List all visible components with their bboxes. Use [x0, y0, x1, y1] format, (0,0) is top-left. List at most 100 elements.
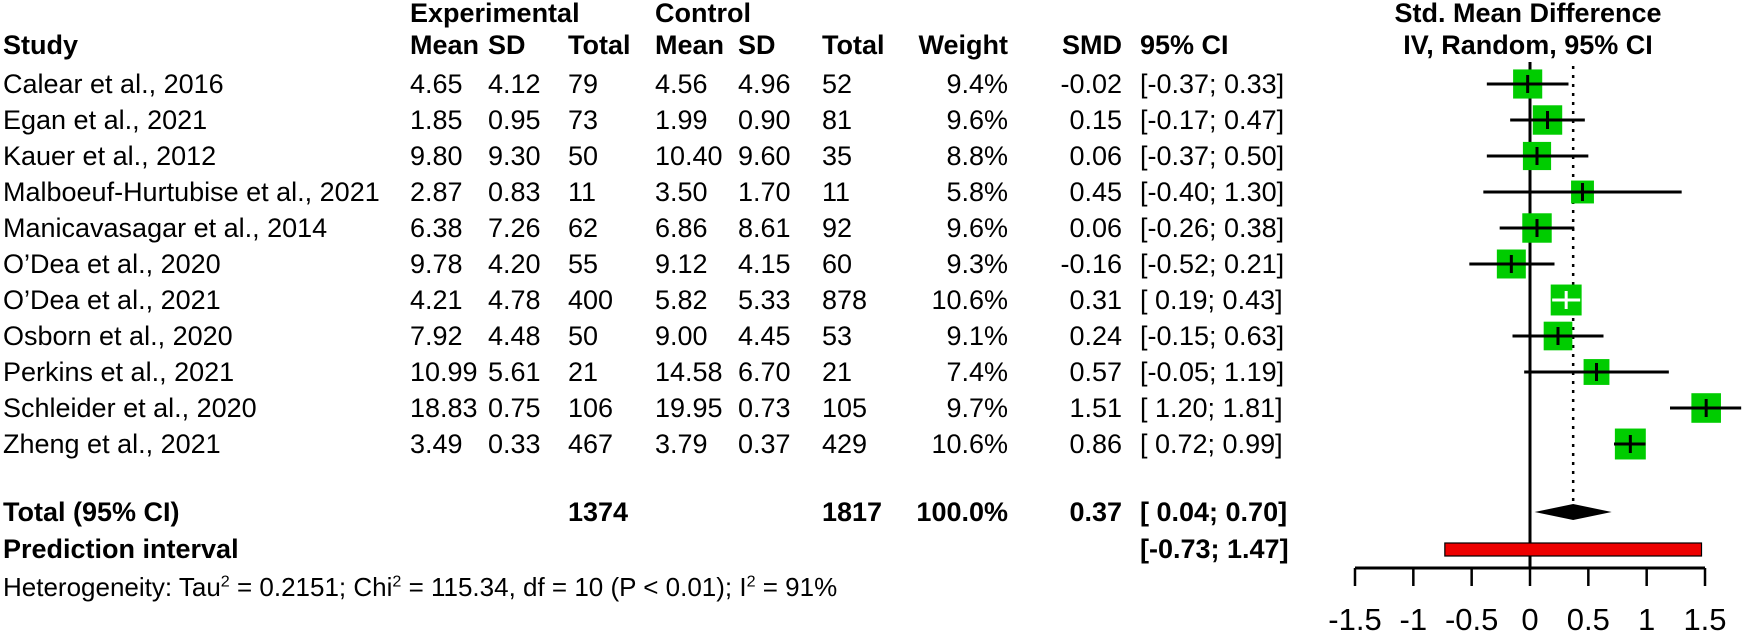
ci: [-0.40; 1.30] — [1140, 177, 1285, 207]
heterogeneity-text: Heterogeneity: Tau — [3, 572, 221, 602]
experimental-group-header: Experimental — [410, 0, 580, 28]
exp-sd-header: SD — [488, 30, 526, 60]
ctrl-mean: 1.99 — [655, 105, 708, 135]
smd: 0.06 — [1069, 213, 1122, 243]
exp-total-header: Total — [568, 30, 631, 60]
ctrl-sd: 0.37 — [738, 429, 791, 459]
ci: [-0.15; 0.63] — [1140, 321, 1285, 351]
ci: [-0.37; 0.50] — [1140, 141, 1285, 171]
ctrl-total: 21 — [822, 357, 853, 387]
total-ctrl-n: 1817 — [822, 497, 883, 527]
exp-total: 73 — [568, 105, 599, 135]
weight: 8.8% — [946, 141, 1008, 171]
exp-mean: 18.83 — [410, 393, 478, 423]
ctrl-sd: 5.33 — [738, 285, 791, 315]
exp-total: 106 — [568, 393, 614, 423]
exp-mean: 4.65 — [410, 69, 463, 99]
control-group-header: Control — [655, 0, 751, 28]
ctrl-mean: 6.86 — [655, 213, 708, 243]
plot-title: Std. Mean Difference — [1394, 0, 1662, 28]
exp-total: 21 — [568, 357, 599, 387]
study-name: O’Dea et al., 2020 — [3, 249, 221, 279]
exp-sd: 9.30 — [488, 141, 541, 171]
pooled-diamond — [1534, 504, 1612, 520]
x-axis-tick-label: -1 — [1400, 602, 1428, 637]
smd: 0.86 — [1069, 429, 1122, 459]
ctrl-mean: 10.40 — [655, 141, 723, 171]
total-weight: 100.0% — [916, 497, 1008, 527]
ci: [ 0.72; 0.99] — [1140, 429, 1283, 459]
weight: 9.3% — [946, 249, 1008, 279]
ctrl-mean: 3.79 — [655, 429, 708, 459]
x-axis-tick-label: 0 — [1521, 602, 1538, 637]
exp-sd: 0.83 — [488, 177, 541, 207]
weight: 9.7% — [946, 393, 1008, 423]
weight: 9.6% — [946, 105, 1008, 135]
ctrl-sd: 4.96 — [738, 69, 791, 99]
ctrl-total: 878 — [822, 285, 868, 315]
ci: [-0.17; 0.47] — [1140, 105, 1285, 135]
study-name: Manicavasagar et al., 2014 — [3, 213, 328, 243]
exp-total: 11 — [568, 177, 597, 207]
exp-sd: 4.20 — [488, 249, 541, 279]
ctrl-mean: 4.56 — [655, 69, 708, 99]
smd: 0.06 — [1069, 141, 1122, 171]
ctrl-mean: 19.95 — [655, 393, 723, 423]
weight: 10.6% — [931, 285, 1008, 315]
exp-mean: 9.80 — [410, 141, 463, 171]
ctrl-total-header: Total — [822, 30, 885, 60]
exp-sd: 4.12 — [488, 69, 541, 99]
ctrl-total: 60 — [822, 249, 853, 279]
exp-sd: 0.95 — [488, 105, 541, 135]
ctrl-sd: 4.15 — [738, 249, 791, 279]
study-name: Perkins et al., 2021 — [3, 357, 235, 387]
smd: -0.02 — [1060, 69, 1122, 99]
weight: 9.1% — [946, 321, 1008, 351]
exp-sd: 0.33 — [488, 429, 541, 459]
superscript: 2 — [392, 572, 402, 591]
exp-mean: 1.85 — [410, 105, 463, 135]
exp-mean: 3.49 — [410, 429, 463, 459]
smd: 0.57 — [1069, 357, 1122, 387]
exp-mean: 7.92 — [410, 321, 463, 351]
ctrl-mean: 5.82 — [655, 285, 708, 315]
smd: 0.31 — [1069, 285, 1122, 315]
weight: 7.4% — [946, 357, 1008, 387]
ctrl-mean: 14.58 — [655, 357, 723, 387]
exp-mean: 10.99 — [410, 357, 478, 387]
ctrl-mean: 9.00 — [655, 321, 708, 351]
ctrl-sd: 6.70 — [738, 357, 791, 387]
ci: [-0.52; 0.21] — [1140, 249, 1285, 279]
ctrl-sd: 8.61 — [738, 213, 791, 243]
ctrl-mean: 3.50 — [655, 177, 708, 207]
heterogeneity-text: = 91% — [755, 572, 838, 602]
study-name: Malboeuf-Hurtubise et al., 2021 — [3, 177, 380, 207]
ctrl-sd: 1.70 — [738, 177, 791, 207]
prediction-row-label: Prediction interval — [3, 534, 239, 564]
exp-total: 55 — [568, 249, 599, 279]
exp-mean: 4.21 — [410, 285, 463, 315]
heterogeneity-text: = 0.2151; Chi — [229, 572, 393, 602]
ctrl-total: 52 — [822, 69, 853, 99]
exp-total: 467 — [568, 429, 614, 459]
study-column-header: Study — [3, 30, 79, 60]
exp-sd: 0.75 — [488, 393, 541, 423]
exp-sd: 7.26 — [488, 213, 541, 243]
ci: [ 1.20; 1.81] — [1140, 393, 1283, 423]
x-axis-tick-label: 0.5 — [1567, 602, 1610, 637]
ci: [ 0.19; 0.43] — [1140, 285, 1283, 315]
superscript: 2 — [220, 572, 230, 591]
smd-header: SMD — [1062, 30, 1122, 60]
exp-mean: 2.87 — [410, 177, 463, 207]
total-row-label: Total (95% CI) — [3, 497, 180, 527]
ctrl-total: 53 — [822, 321, 853, 351]
ci: [-0.05; 1.19] — [1140, 357, 1285, 387]
exp-total: 79 — [568, 69, 599, 99]
total-smd: 0.37 — [1069, 497, 1122, 527]
exp-sd: 4.78 — [488, 285, 541, 315]
weight: 9.6% — [946, 213, 1008, 243]
exp-mean: 9.78 — [410, 249, 463, 279]
exp-total: 50 — [568, 141, 599, 171]
smd: 0.45 — [1069, 177, 1122, 207]
